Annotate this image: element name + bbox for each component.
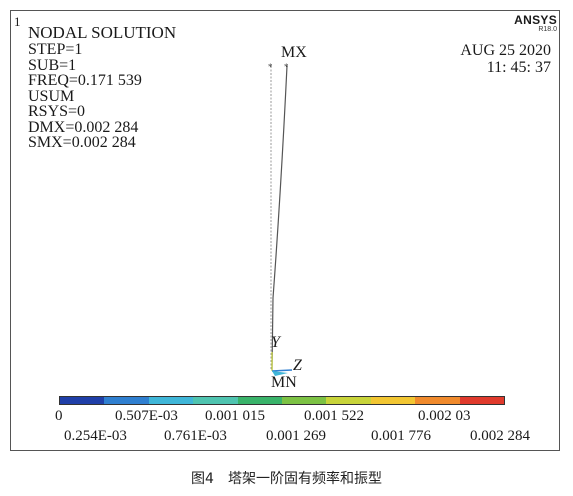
logo-brand: ANSYS <box>514 13 557 27</box>
legend-color-band <box>370 397 416 404</box>
legend-color-band <box>415 397 460 404</box>
solution-info: NODAL SOLUTION STEP=1 SUB=1 FREQ=0.171 5… <box>28 24 176 151</box>
sub-line: SUB=1 <box>28 56 77 74</box>
legend-color-band <box>104 397 149 404</box>
freq-line: FREQ=0.171 539 <box>28 72 142 89</box>
timestamp-date: AUG 25 2020 <box>460 42 551 59</box>
timestamp-time: 11: 45: 37 <box>486 59 551 76</box>
legend-color-band <box>60 397 105 404</box>
legend-color-band <box>237 397 283 404</box>
legend-value: 0.001 269 <box>266 428 326 444</box>
legend-color-band <box>148 397 194 404</box>
dmx-line: DMX=0.002 284 <box>28 118 139 136</box>
min-label: MN <box>271 374 297 391</box>
y-axis-label: Y <box>271 334 280 351</box>
timestamp: AUG 25 2020 11: 45: 37 <box>460 42 551 76</box>
legend-value: 0 <box>55 408 63 424</box>
legend-color-band <box>282 397 327 404</box>
legend-value: 0.001 776 <box>371 428 431 444</box>
step-line: STEP=1 <box>28 41 83 58</box>
legend-color-band <box>193 397 238 404</box>
legend-color-band <box>326 397 371 404</box>
figure-caption: 图4 塔架一阶固有频率和振型 <box>191 471 382 487</box>
legend-value: 0.254E-03 <box>64 428 127 444</box>
contour-legend-bar <box>59 396 505 405</box>
legend-value: 0.001 522 <box>304 408 364 424</box>
ansys-logo: ANSYS R18.0 <box>514 14 557 34</box>
legend-value: 0.002 284 <box>470 428 530 444</box>
smx-line: SMX=0.002 284 <box>28 134 136 151</box>
window-number: 1 <box>14 14 21 29</box>
solution-title: NODAL SOLUTION <box>28 23 177 42</box>
legend-value: 0.761E-03 <box>164 428 227 444</box>
usum-line: USUM <box>28 87 75 105</box>
max-label: MX <box>281 44 307 61</box>
z-axis-label: Z <box>293 357 302 374</box>
legend-value: 0.002 03 <box>418 408 471 424</box>
rsys-line: RSYS=0 <box>28 103 86 120</box>
legend-value: 0.001 015 <box>205 408 265 424</box>
logo-version: R18.0 <box>538 26 557 33</box>
legend-color-band <box>459 397 505 404</box>
legend-value: 0.507E-03 <box>115 408 178 424</box>
